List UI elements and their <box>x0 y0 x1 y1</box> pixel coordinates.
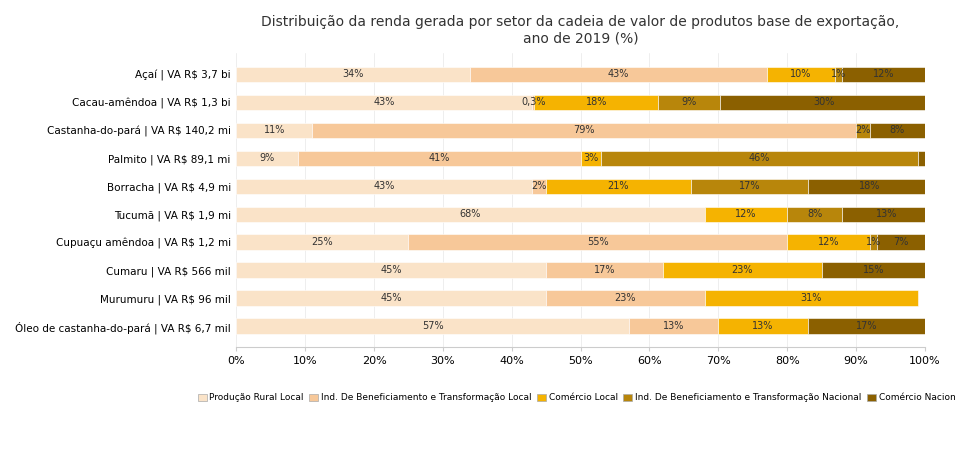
Bar <box>532 95 534 110</box>
Text: 79%: 79% <box>574 125 595 135</box>
Title: Distribuição da renda gerada por setor da cadeia de valor de produtos base de ex: Distribuição da renda gerada por setor d… <box>262 15 900 45</box>
Bar <box>236 318 629 334</box>
Text: 8%: 8% <box>807 209 822 219</box>
Bar <box>580 150 601 166</box>
Bar <box>546 178 691 194</box>
Text: 43%: 43% <box>374 181 395 191</box>
Bar <box>808 318 924 334</box>
Bar <box>629 318 718 334</box>
Text: 30%: 30% <box>813 97 835 107</box>
Bar <box>767 67 836 82</box>
Bar <box>408 234 787 250</box>
Bar <box>842 206 932 222</box>
Text: 25%: 25% <box>312 237 334 247</box>
Bar <box>470 67 767 82</box>
Text: 34%: 34% <box>342 70 364 79</box>
Text: 18%: 18% <box>859 181 880 191</box>
Bar <box>601 150 918 166</box>
Text: 12%: 12% <box>817 237 839 247</box>
Bar <box>236 234 408 250</box>
Text: 21%: 21% <box>608 181 629 191</box>
Bar <box>870 234 877 250</box>
Bar <box>721 95 927 110</box>
Bar <box>836 67 842 82</box>
Bar <box>856 123 870 138</box>
Text: 31%: 31% <box>800 293 822 303</box>
Text: 43%: 43% <box>374 97 395 107</box>
Text: 13%: 13% <box>877 209 898 219</box>
Text: 23%: 23% <box>731 265 753 275</box>
Text: 7%: 7% <box>893 237 908 247</box>
Text: 41%: 41% <box>428 153 450 163</box>
Text: 17%: 17% <box>856 321 878 331</box>
Text: 13%: 13% <box>663 321 684 331</box>
Bar <box>705 206 787 222</box>
Text: 9%: 9% <box>260 153 275 163</box>
Bar <box>546 290 705 306</box>
Bar <box>918 150 924 166</box>
Text: 1%: 1% <box>865 237 880 247</box>
Bar <box>787 206 842 222</box>
Text: 2%: 2% <box>532 181 547 191</box>
Text: 55%: 55% <box>587 237 609 247</box>
Bar <box>236 290 546 306</box>
Bar <box>312 123 856 138</box>
Bar <box>534 95 659 110</box>
Bar <box>236 262 546 278</box>
Text: 17%: 17% <box>594 265 616 275</box>
Bar <box>842 67 924 82</box>
Bar <box>236 95 532 110</box>
Text: 1%: 1% <box>831 70 846 79</box>
Bar <box>663 262 821 278</box>
Text: 43%: 43% <box>608 70 629 79</box>
Text: 45%: 45% <box>380 265 402 275</box>
Bar <box>787 234 870 250</box>
Text: 2%: 2% <box>856 125 871 135</box>
Text: 23%: 23% <box>615 293 636 303</box>
Text: 8%: 8% <box>890 125 905 135</box>
Text: 0,3%: 0,3% <box>521 97 546 107</box>
Bar <box>236 67 470 82</box>
Text: 3%: 3% <box>583 153 598 163</box>
Text: 68%: 68% <box>460 209 481 219</box>
Bar <box>705 290 918 306</box>
Bar <box>532 178 546 194</box>
Text: 12%: 12% <box>873 70 895 79</box>
Bar <box>691 178 808 194</box>
Text: 10%: 10% <box>791 70 812 79</box>
Text: 15%: 15% <box>862 265 884 275</box>
Bar <box>808 178 932 194</box>
Bar <box>870 123 924 138</box>
Bar <box>877 234 924 250</box>
Text: 46%: 46% <box>749 153 771 163</box>
Text: 18%: 18% <box>586 97 607 107</box>
Text: 13%: 13% <box>752 321 773 331</box>
Text: 17%: 17% <box>739 181 760 191</box>
Legend: Produção Rural Local, Ind. De Beneficiamento e Transformação Local, Comércio Loc: Produção Rural Local, Ind. De Beneficiam… <box>194 390 956 406</box>
Text: 57%: 57% <box>422 321 444 331</box>
Bar <box>718 318 808 334</box>
Bar <box>821 262 924 278</box>
Text: 45%: 45% <box>380 293 402 303</box>
Bar <box>236 123 312 138</box>
Bar <box>236 150 298 166</box>
Text: 11%: 11% <box>264 125 285 135</box>
Text: 12%: 12% <box>735 209 756 219</box>
Bar <box>236 178 532 194</box>
Bar <box>546 262 663 278</box>
Bar <box>298 150 580 166</box>
Text: 9%: 9% <box>682 97 697 107</box>
Bar <box>236 206 705 222</box>
Bar <box>659 95 721 110</box>
